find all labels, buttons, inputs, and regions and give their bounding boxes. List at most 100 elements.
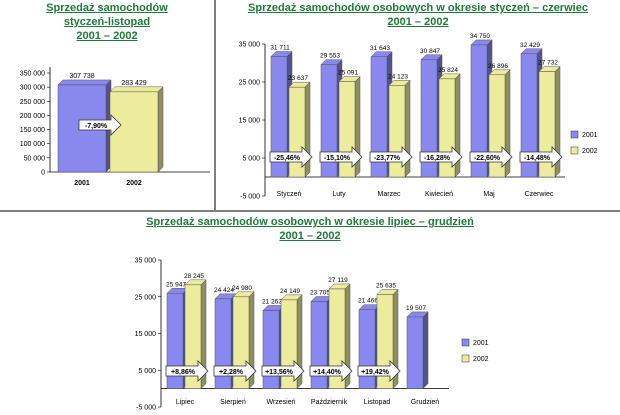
h1-bar-2002-Maj <box>488 74 506 178</box>
h1-ytick-label: -5 000 <box>240 194 260 201</box>
annual-ytick-label: 0 <box>41 170 45 177</box>
h2-category-label: Wrzesień <box>266 399 295 406</box>
h2-legend-swatch-2001 <box>461 338 470 347</box>
h1-value-label: 31 711 <box>270 44 290 51</box>
h1-value-label: 27 732 <box>538 60 558 67</box>
annual-bar-2002 <box>109 91 159 173</box>
annual-title-line2: styczeń-listopad <box>63 16 151 28</box>
h1-category-label: Czerwiec <box>525 191 554 198</box>
h1-value-label: 29 553 <box>320 53 340 60</box>
annual-title-line1: Sprzedaż samochodów <box>46 2 168 14</box>
annual-category-label: 2001 <box>74 180 90 187</box>
h2-bar-2002-Listopad <box>376 294 394 389</box>
h2-category-label: Lipiec <box>176 399 195 406</box>
h2-category-label: Listopad <box>364 399 391 406</box>
h1-category-label: Marzec <box>378 191 401 198</box>
h2-change-label-arrow <box>213 360 257 382</box>
h1-change-label-arrow <box>369 146 413 168</box>
h1-legend-label: 2002 <box>582 148 598 155</box>
h1-value-label: 30 847 <box>420 48 440 55</box>
annual-ytick-label: 100 000 <box>20 141 45 148</box>
annual-ytick-label: 250 000 <box>20 99 45 106</box>
h2-value-label: 25 635 <box>376 282 396 289</box>
h2-bar-2002-Październik <box>328 288 346 389</box>
h1-category-label: Luty <box>332 191 346 198</box>
h2-value-label: 27 119 <box>328 277 348 284</box>
h1-change-label: -14,48% <box>524 155 551 162</box>
h2-category-label: Sierpień <box>220 399 246 406</box>
h2-change-label: +13,56% <box>265 369 294 376</box>
h2-value-label: 23 705 <box>310 290 330 297</box>
h2-bar-2001-Grudzień <box>406 316 424 389</box>
h1-change-label: -23,77% <box>374 155 401 162</box>
h2-value-label: 24 149 <box>280 288 300 295</box>
annual-value-label: 307 738 <box>69 73 94 80</box>
h1-change-label: -22,60% <box>474 155 501 162</box>
h2-change-label: +2,28% <box>219 369 244 376</box>
h1-bar-2001-Czerwiec <box>520 53 538 178</box>
h1-change-label-arrow <box>419 146 463 168</box>
h1-title-line1: Sprzedaż samochodów osobowych w okresie … <box>248 2 588 14</box>
h1-value-label: 31 643 <box>370 45 390 52</box>
h1-title-line2: 2001 – 2002 <box>387 16 449 28</box>
h1-change-label: -25,46% <box>274 155 301 162</box>
h1-chart-panel: Sprzedaż samochodów osobowych w okresie … <box>216 0 620 210</box>
h1-value-label: 25 091 <box>338 70 358 77</box>
h2-value-label: 21 263 <box>262 298 282 305</box>
h1-value-label: 25 824 <box>438 67 458 74</box>
annual-ytick-label: 350 000 <box>20 71 45 78</box>
h2-chart-title: Sprzedaż samochodów osobowych w okresie … <box>0 215 620 243</box>
annual-change-label-arrow <box>78 114 122 136</box>
h1-value-label: 26 896 <box>488 63 508 70</box>
h2-legend-label: 2001 <box>473 340 489 347</box>
h1-category-label: Maj <box>483 191 495 198</box>
h2-ytick-label: 15 000 <box>135 331 157 338</box>
annual-ytick-label: 50 000 <box>24 155 46 162</box>
h2-category-label: Grudzień <box>411 399 440 406</box>
h1-bar-2001-Maj <box>470 44 488 178</box>
h1-category-label: Styczeń <box>277 191 302 198</box>
horizontal-divider <box>0 210 620 212</box>
h2-title-line2: 2001 – 2002 <box>279 230 341 242</box>
h1-category-label: Kwiecień <box>425 191 453 198</box>
h2-ytick-label: 35 000 <box>135 258 157 265</box>
h2-legend-label: 2002 <box>473 356 489 363</box>
h2-bar-2001-Lipiec <box>166 293 184 389</box>
vertical-divider <box>214 0 216 210</box>
h2-value-label: 24 424 <box>214 287 234 294</box>
h1-bar-2001-Styczeń <box>270 56 288 178</box>
annual-bar-2001-top <box>57 79 112 86</box>
h1-value-label: 23 637 <box>288 75 308 82</box>
annual-chart-svg: 0 50 000 100 000 150 000 200 000 250 000 300 0… <box>20 67 210 187</box>
h2-change-label-arrow <box>165 360 209 382</box>
h2-value-label: 28 245 <box>184 273 204 280</box>
annual-change-label: -7,90% <box>85 123 108 130</box>
h2-legend-swatch-2002 <box>461 354 470 363</box>
h2-bar-2001-Listopad <box>358 309 376 389</box>
h1-value-label: 34 750 <box>470 33 490 40</box>
h2-bar-2002-Lipiec <box>184 284 202 389</box>
h2-change-label-arrow <box>357 360 401 382</box>
h2-title-line1: Sprzedaż samochodów osobowych w okresie … <box>146 216 474 228</box>
h1-bar-2002-Czerwiec <box>538 71 556 178</box>
h1-change-label-arrow <box>469 146 513 168</box>
h2-change-label: +14,40% <box>313 369 342 376</box>
h1-ytick-label: 15 000 <box>239 118 261 125</box>
h1-chart-title: Sprzedaż samochodów osobowych w okresie … <box>216 1 620 29</box>
h1-change-label-arrow <box>319 146 363 168</box>
h1-bar-2001-Kwiecień <box>420 59 438 178</box>
h1-change-label-arrow <box>269 146 313 168</box>
h2-ytick-label: 5 000 <box>138 368 156 375</box>
annual-bar-2002-top <box>109 86 164 93</box>
h2-change-label-arrow <box>309 360 353 382</box>
annual-category-label: 2002 <box>126 180 142 187</box>
h1-value-label: 32 429 <box>520 42 540 49</box>
h2-change-label-arrow <box>261 360 305 382</box>
h2-value-label: 19 507 <box>406 305 426 312</box>
annual-bar-2002-side <box>157 86 164 173</box>
h1-change-label-arrow <box>519 146 563 168</box>
h2-value-label: 21 466 <box>358 298 378 305</box>
h1-bar-2001-Marzec <box>370 56 388 178</box>
annual-value-label: 283 429 <box>121 80 146 87</box>
